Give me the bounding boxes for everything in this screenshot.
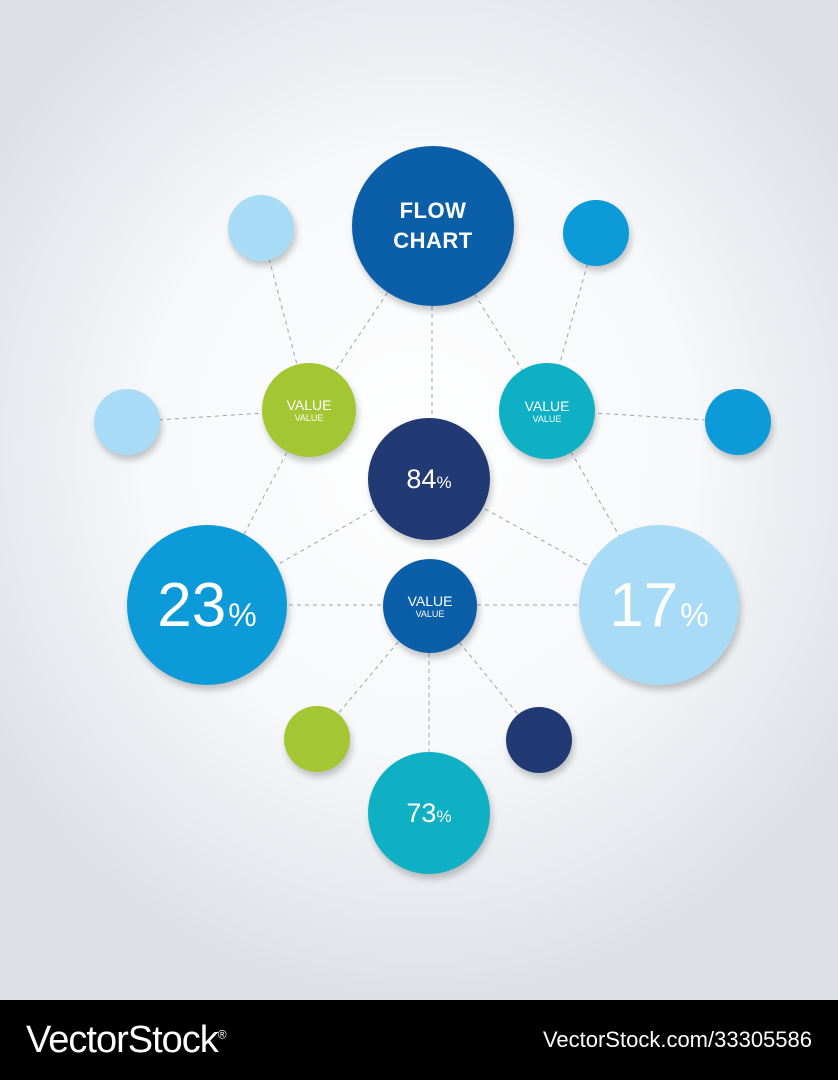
logo-text: VectorStock (26, 1018, 219, 1061)
left-value-sub: VALUE (294, 412, 324, 423)
watermark-footer: VectorStock® VectorStock.com/33305586 (0, 1000, 838, 1080)
left-big-unit: % (228, 596, 257, 633)
top-left-bubble (228, 195, 294, 261)
diagram-canvas: FLOW CHART VALUE VALUE VALUE VALUE 84 % … (0, 0, 838, 1000)
title-line-1: FLOW (399, 198, 467, 223)
lower-value-main: VALUE (407, 592, 453, 609)
center-percent-number: 84 (406, 463, 437, 494)
lower-green-bubble (284, 706, 350, 772)
bottom-percent-node: 73 % (368, 752, 490, 874)
right-big-unit: % (680, 596, 709, 633)
lower-navy-bubble (506, 707, 572, 773)
image-id: VectorStock.com/33305586 (542, 1027, 812, 1052)
right-value-node: VALUE VALUE (499, 363, 595, 459)
vectorstock-logo: VectorStock® (26, 1018, 227, 1062)
center-percent-node: 84 % (368, 418, 490, 540)
bottom-percent-number: 73 (406, 797, 437, 828)
left-big-percent-node: 23 % (127, 525, 287, 685)
right-big-percent-node: 17 % (579, 525, 739, 685)
registered-mark: ® (217, 1026, 227, 1041)
left-big-number: 23 (157, 570, 227, 640)
left-bubble (94, 389, 160, 455)
lower-value-sub: VALUE (415, 608, 445, 619)
bottom-percent-unit: % (436, 806, 452, 826)
right-big-number: 17 (609, 570, 679, 640)
top-right-bubble (563, 200, 629, 266)
left-value-main: VALUE (286, 396, 332, 413)
right-value-main: VALUE (524, 397, 570, 414)
lower-value-node: VALUE VALUE (383, 559, 477, 653)
left-value-node: VALUE VALUE (262, 363, 356, 457)
flow-chart-title-node: FLOW CHART (352, 146, 514, 306)
connector-left-value-left-bubble (126, 409, 310, 423)
title-line-2: CHART (393, 228, 473, 253)
right-value-sub: VALUE (532, 413, 562, 424)
center-percent-unit: % (436, 472, 452, 492)
right-bubble (705, 389, 771, 455)
